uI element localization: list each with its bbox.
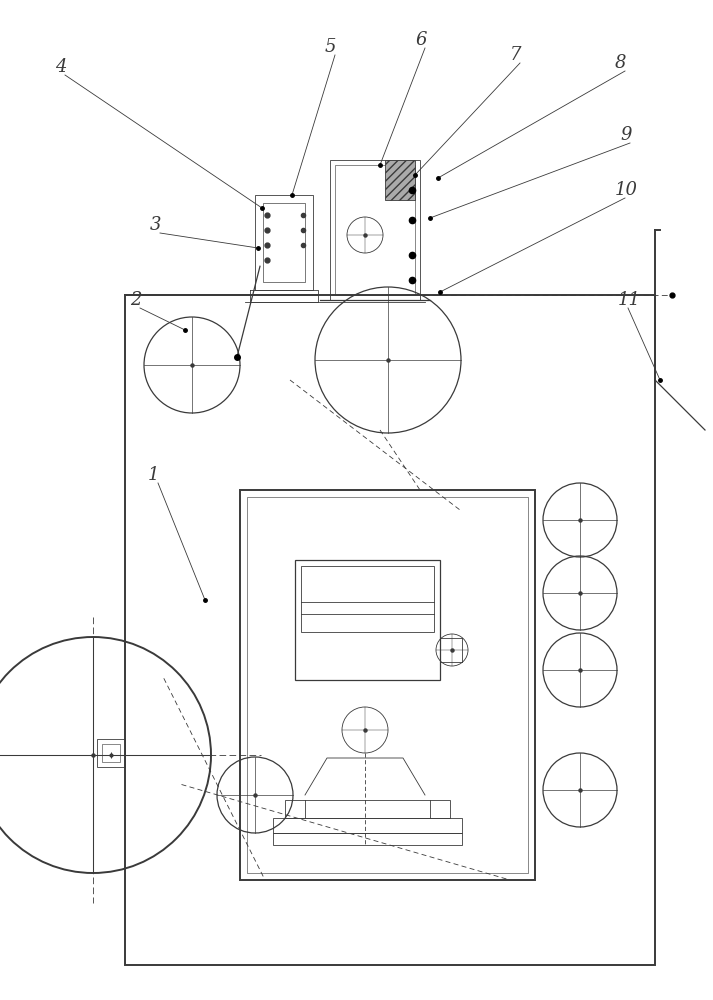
Bar bbox=[330, 160, 420, 300]
Bar bbox=[285, 800, 450, 818]
Bar bbox=[301, 566, 434, 632]
Text: 1: 1 bbox=[148, 466, 160, 484]
Text: 3: 3 bbox=[150, 216, 162, 234]
Bar bbox=[385, 160, 415, 200]
Bar bbox=[263, 203, 305, 282]
Text: 9: 9 bbox=[620, 126, 632, 144]
Bar bbox=[102, 744, 120, 762]
Bar bbox=[255, 195, 313, 290]
Text: 5: 5 bbox=[325, 38, 337, 56]
Bar bbox=[247, 497, 528, 873]
Text: 11: 11 bbox=[618, 291, 641, 309]
Bar bbox=[273, 833, 462, 845]
Bar bbox=[97, 739, 125, 767]
Bar bbox=[125, 295, 655, 965]
Text: 6: 6 bbox=[415, 31, 426, 49]
Bar bbox=[295, 560, 440, 680]
Bar bbox=[240, 490, 535, 880]
Bar bbox=[273, 818, 462, 833]
Text: 8: 8 bbox=[615, 54, 627, 72]
Bar bbox=[335, 165, 415, 295]
Text: 10: 10 bbox=[615, 181, 638, 199]
Text: 7: 7 bbox=[510, 46, 521, 64]
Text: 4: 4 bbox=[55, 58, 66, 76]
Text: 2: 2 bbox=[130, 291, 141, 309]
